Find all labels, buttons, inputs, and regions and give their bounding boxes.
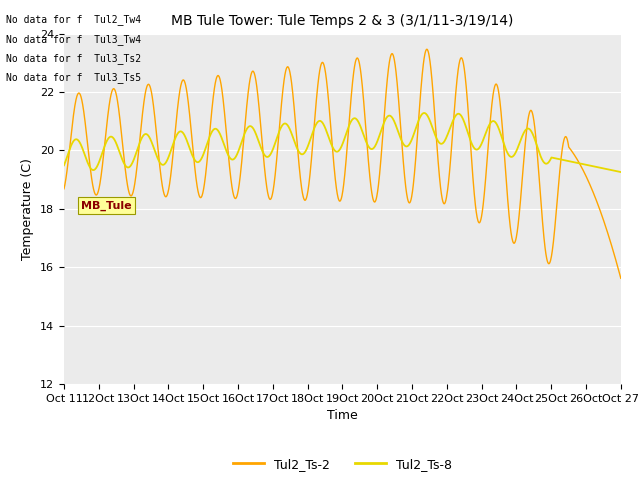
Y-axis label: Temperature (C): Temperature (C) <box>22 158 35 260</box>
Legend: Tul2_Ts-2, Tul2_Ts-8: Tul2_Ts-2, Tul2_Ts-8 <box>228 453 457 476</box>
Text: MB_Tule: MB_Tule <box>81 201 132 211</box>
Text: No data for f  Tul3_Ts5: No data for f Tul3_Ts5 <box>6 72 141 83</box>
X-axis label: Time: Time <box>327 409 358 422</box>
Text: No data for f  Tul3_Tw4: No data for f Tul3_Tw4 <box>6 34 141 45</box>
Text: No data for f  Tul2_Tw4: No data for f Tul2_Tw4 <box>6 14 141 25</box>
Title: MB Tule Tower: Tule Temps 2 & 3 (3/1/11-3/19/14): MB Tule Tower: Tule Temps 2 & 3 (3/1/11-… <box>172 14 513 28</box>
Text: No data for f  Tul3_Ts2: No data for f Tul3_Ts2 <box>6 53 141 64</box>
